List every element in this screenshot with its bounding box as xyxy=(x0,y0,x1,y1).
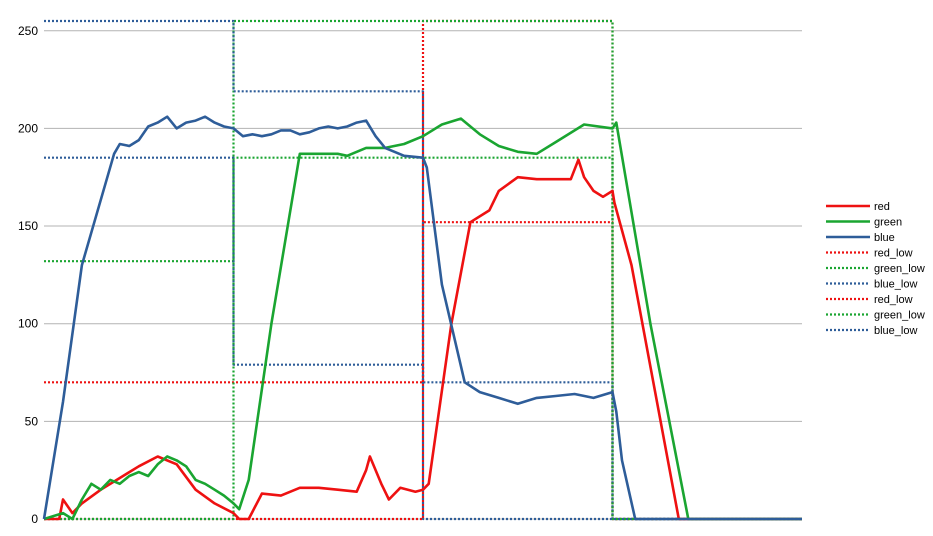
y-tick-label: 0 xyxy=(31,512,38,526)
legend: red green blue red_low green_low blue_low red_… xyxy=(826,201,925,337)
legend-label-green-low: green_low xyxy=(874,310,925,322)
series-line-green-low xyxy=(44,19,802,521)
legend-label-blue-low: blue_low xyxy=(874,279,917,291)
series-line-green xyxy=(43,117,802,521)
y-tick-label: 50 xyxy=(25,414,39,428)
legend-label-red-low: red_low xyxy=(874,294,913,306)
series-lines xyxy=(42,19,802,521)
legend-label-green-low: green_low xyxy=(874,263,925,275)
legend-label-red: red xyxy=(874,201,890,213)
y-axis-tick-labels: 0 50 100 150 200 250 xyxy=(18,24,38,526)
y-tick-label: 250 xyxy=(18,24,38,38)
series-line-blue xyxy=(42,115,802,521)
series-line-red xyxy=(44,158,802,521)
y-tick-label: 150 xyxy=(18,219,38,233)
legend-label-green: green xyxy=(874,217,902,229)
legend-label-blue: blue xyxy=(874,232,895,244)
y-tick-label: 100 xyxy=(18,317,38,331)
y-tick-label: 200 xyxy=(18,121,38,135)
series-line-blue-low xyxy=(44,19,802,521)
legend-label-blue-low: blue_low xyxy=(874,325,917,337)
legend-label-red-low: red_low xyxy=(874,248,913,260)
